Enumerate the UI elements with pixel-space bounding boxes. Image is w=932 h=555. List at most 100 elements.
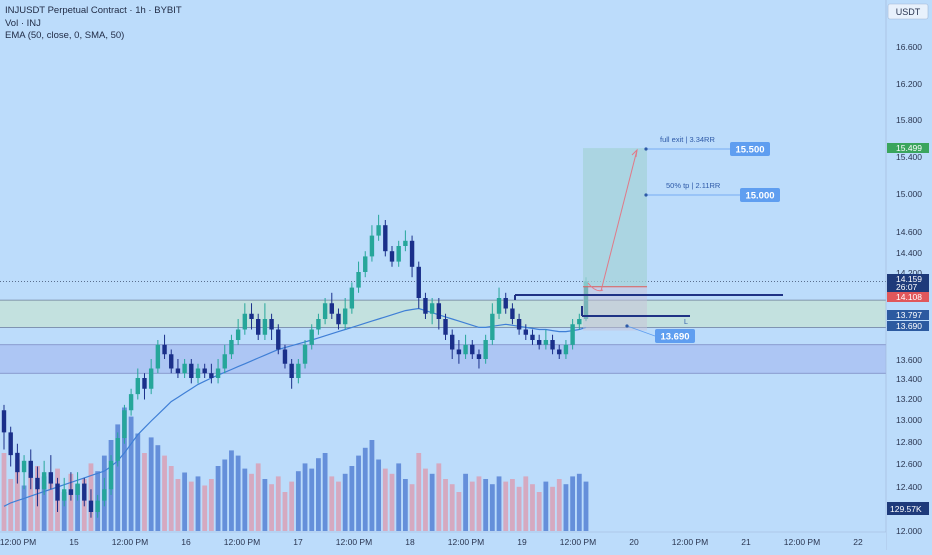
candle-body <box>429 303 435 314</box>
volume-bar <box>530 484 535 531</box>
ema-line <box>3 307 587 507</box>
volume-bar <box>68 473 74 531</box>
symbol-title[interactable]: INJUSDT Perpetual Contract · 1h · BYBIT <box>5 5 182 16</box>
price-label[interactable] <box>740 188 780 202</box>
volume-bar <box>416 453 422 531</box>
price-badge-text: 13.690 <box>896 321 922 331</box>
volume-bar <box>342 473 348 531</box>
annotation-text: full exit | 3.34RR <box>660 135 715 144</box>
volume-bar <box>536 492 542 531</box>
candle-body <box>202 368 207 374</box>
currency-button-label[interactable]: USDT <box>896 7 921 17</box>
candle-body <box>256 319 261 335</box>
annotation-dot <box>644 193 648 197</box>
volume-bar <box>382 468 388 531</box>
candle-body <box>349 287 355 309</box>
candle-body <box>282 349 288 364</box>
candle-body <box>48 472 54 484</box>
candle-body <box>155 344 161 369</box>
x-tick-label: 16 <box>181 537 191 547</box>
volume-bar <box>316 458 321 531</box>
candle-body <box>108 460 114 490</box>
candle-body <box>423 298 428 314</box>
volume-bar <box>496 476 502 531</box>
volume-bar <box>336 481 341 531</box>
volume-bar <box>302 463 308 531</box>
candle-body <box>450 334 455 350</box>
candle-body <box>289 363 294 378</box>
candle-body <box>242 313 248 330</box>
candle-body <box>416 266 421 298</box>
x-tick-label: 15 <box>69 537 79 547</box>
volume-indicator-label[interactable]: Vol · INJ <box>5 17 41 29</box>
volume-bar <box>28 472 34 531</box>
candle-body <box>102 489 107 501</box>
candle-body <box>35 477 40 490</box>
y-tick-label: 13.400 <box>896 374 922 384</box>
volume-bar <box>41 476 47 531</box>
price-badge <box>887 292 929 302</box>
candle-body <box>336 313 341 325</box>
projection-curve <box>587 282 604 292</box>
candle-body <box>396 246 401 262</box>
volume-bar <box>362 447 368 531</box>
x-tick-label: 12:00 PM <box>224 537 260 547</box>
annotation-dot <box>625 324 629 328</box>
price-label[interactable] <box>655 329 695 343</box>
stop-loss-zone[interactable] <box>583 286 647 331</box>
candle-body <box>563 344 569 355</box>
volume-bar <box>523 476 529 531</box>
candle-body <box>476 354 482 359</box>
candle-body <box>82 483 87 501</box>
volume-bar <box>550 486 555 531</box>
volume-bar <box>215 466 221 531</box>
ema-indicator-label[interactable]: EMA (50, close, 0, SMA, 50) <box>5 30 125 41</box>
volume-bar <box>356 455 361 531</box>
volume-bar <box>249 473 254 531</box>
candle-body <box>356 272 361 288</box>
take-profit-zone[interactable] <box>583 148 647 287</box>
label-marker: L <box>684 319 688 326</box>
y-tick-label: 13.200 <box>896 394 922 404</box>
volume-bar <box>148 437 154 531</box>
candle-body <box>543 340 549 345</box>
candle-body <box>383 225 388 252</box>
volume-bar <box>556 479 562 531</box>
candle-body <box>436 303 442 319</box>
y-tick-label: 15.800 <box>896 115 922 125</box>
volume-badge <box>887 502 929 515</box>
volume-bar <box>222 459 228 531</box>
volume-bar <box>570 476 576 531</box>
candle-body <box>28 460 33 478</box>
volume-bar <box>463 473 468 531</box>
volume-bar <box>1 453 7 531</box>
volume-bar <box>262 479 268 531</box>
volume-bar <box>443 479 448 531</box>
candle-body <box>296 363 301 378</box>
y-tick-label: 12.400 <box>896 482 922 492</box>
annotation-text: 50% tp | 2.11RR <box>666 181 721 190</box>
chart-legend: INJUSDT Perpetual Contract · 1h · BYBIT … <box>5 5 182 43</box>
volume-bar <box>576 473 582 531</box>
volume-bar <box>583 481 589 531</box>
candle-body <box>269 319 274 330</box>
price-label[interactable] <box>730 142 770 156</box>
price-badge <box>887 310 929 320</box>
candle-body <box>536 340 542 345</box>
volume-bar <box>309 468 315 531</box>
y-tick-label: 14.200 <box>896 268 922 278</box>
volume-bar <box>202 485 208 531</box>
volume-bar <box>322 453 328 531</box>
y-tick-label: 16.600 <box>896 42 922 52</box>
y-tick-label: 16.200 <box>896 79 922 89</box>
candle-body <box>182 363 187 374</box>
volume-bar <box>489 484 495 531</box>
currency-button[interactable] <box>887 3 929 20</box>
volume-bar <box>21 485 27 531</box>
price-label-text: 13.690 <box>660 332 689 343</box>
y-tick-label: 14.600 <box>896 227 922 237</box>
volume-bar <box>449 484 455 531</box>
volume-bar <box>282 492 288 531</box>
